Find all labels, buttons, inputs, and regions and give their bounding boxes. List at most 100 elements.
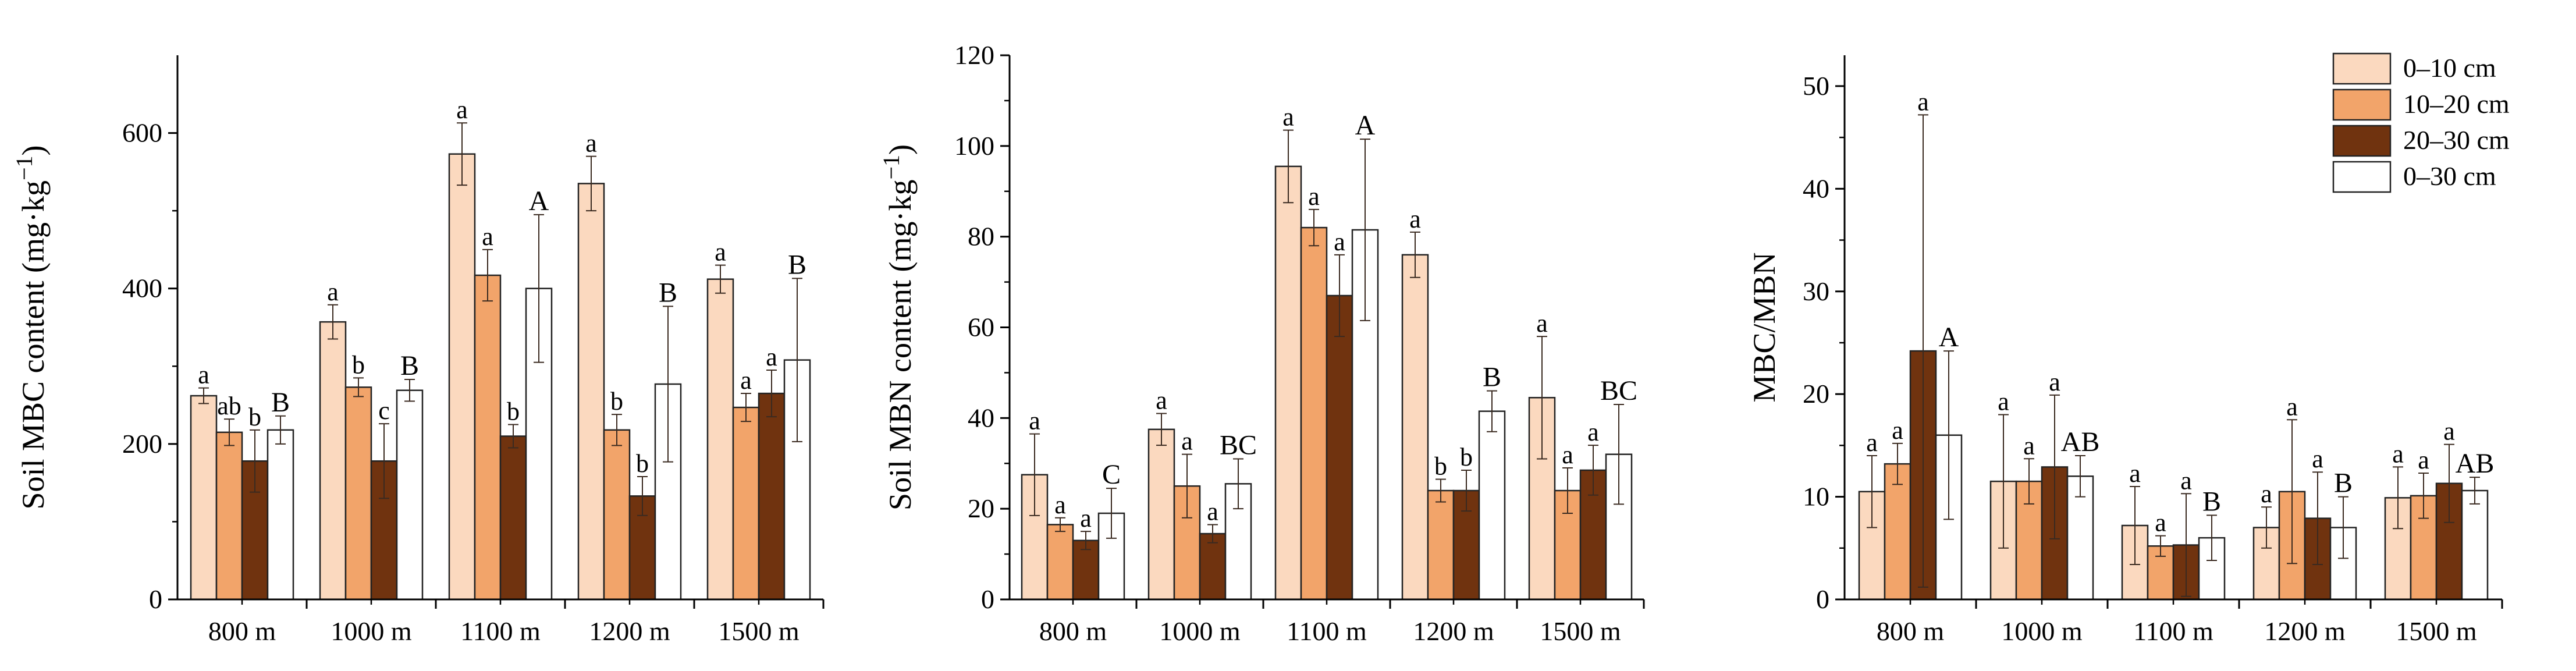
y-tick-label: 200 xyxy=(122,429,162,459)
x-tick-label: 1100 m xyxy=(2133,616,2213,646)
bar xyxy=(1274,165,1302,601)
y-tick-label: 400 xyxy=(122,274,162,303)
x-tick-label: 1200 m xyxy=(2264,616,2346,646)
significance-label: a xyxy=(1917,87,1929,116)
y-tick-label: 20 xyxy=(968,494,994,523)
legend-swatch xyxy=(2332,52,2392,85)
bar xyxy=(190,395,218,601)
y-tick-label: 0 xyxy=(149,584,162,614)
significance-label: C xyxy=(1102,459,1121,490)
bar xyxy=(1224,483,1252,601)
significance-label: a xyxy=(198,361,209,389)
x-tick-label: 1000 m xyxy=(1159,616,1241,646)
y-tick-label: 100 xyxy=(954,131,994,161)
significance-label: a xyxy=(1308,182,1320,211)
bar xyxy=(1300,226,1328,601)
significance-label: a xyxy=(1998,387,2009,416)
bar xyxy=(1858,491,1886,601)
significance-label: b xyxy=(636,449,649,478)
legend-swatch xyxy=(2332,161,2392,193)
x-tick-label: 800 m xyxy=(1039,616,1107,646)
significance-label: a xyxy=(456,95,468,124)
bar xyxy=(344,386,372,601)
y-tick-label: 600 xyxy=(122,118,162,148)
significance-label: AB xyxy=(2061,427,2100,457)
significance-label: a xyxy=(327,278,339,306)
significance-label: a xyxy=(2155,509,2166,537)
significance-label: a xyxy=(1866,428,1878,457)
y-tick-label: 10 xyxy=(1803,482,1829,512)
legend: 0–10 cm 10–20 cm 20–30 cm 0–30 cm xyxy=(2332,52,2510,193)
y-tick-label: 60 xyxy=(968,313,994,342)
legend-label: 0–10 cm xyxy=(2403,53,2496,83)
y-tick-label: 30 xyxy=(1803,276,1829,306)
x-tick-label: 1200 m xyxy=(589,616,670,646)
x-tick-label: 1500 m xyxy=(1540,616,1621,646)
bar xyxy=(474,274,502,601)
x-tick-label: 1500 m xyxy=(2396,616,2477,646)
significance-label: B xyxy=(1483,362,1501,393)
y-axis-title: MBC/MBN xyxy=(1747,252,1782,402)
significance-label: B xyxy=(2202,486,2221,517)
y-tick-label: 20 xyxy=(1803,379,1829,409)
x-tick-label: 1100 m xyxy=(460,616,541,646)
significance-label: b xyxy=(1434,452,1447,481)
bar xyxy=(732,406,760,601)
significance-label: a xyxy=(2129,459,2141,488)
significance-label: B xyxy=(271,387,290,418)
legend-swatch xyxy=(2332,125,2392,157)
y-axis-title: Soil MBC content (mg·kg−1) xyxy=(11,145,51,509)
bar xyxy=(1401,254,1429,601)
significance-label: a xyxy=(2261,480,2272,508)
bar xyxy=(267,429,294,601)
bar xyxy=(448,153,476,601)
legend-label: 20–30 cm xyxy=(2403,125,2510,155)
significance-label: b xyxy=(507,397,520,425)
x-tick-label: 1000 m xyxy=(2001,616,2083,646)
significance-label: a xyxy=(1029,407,1040,435)
x-tick-label: 800 m xyxy=(208,616,276,646)
significance-label: a xyxy=(482,222,493,251)
significance-label: a xyxy=(1181,427,1193,456)
bar xyxy=(603,429,631,601)
y-tick-label: 0 xyxy=(1816,584,1829,614)
significance-label: a xyxy=(1409,205,1421,233)
significance-label: B xyxy=(400,350,419,381)
bar xyxy=(499,435,527,601)
significance-label: BC xyxy=(1220,429,1257,460)
x-tick-label: 800 m xyxy=(1877,616,1945,646)
significance-label: a xyxy=(2180,466,2192,495)
y-tick-label: 0 xyxy=(981,584,994,614)
bar xyxy=(1427,489,1455,601)
significance-label: A xyxy=(1355,110,1376,141)
significance-label: BC xyxy=(1600,375,1637,406)
significance-label: a xyxy=(1080,504,1092,532)
significance-label: a xyxy=(585,129,597,158)
significance-label: a xyxy=(740,366,752,395)
significance-label: B xyxy=(2334,468,2353,499)
significance-label: A xyxy=(1939,322,1959,353)
x-tick-label: 1000 m xyxy=(331,616,412,646)
significance-label: a xyxy=(1207,497,1218,526)
bar xyxy=(1326,294,1353,601)
bar xyxy=(1199,532,1227,601)
significance-label: c xyxy=(378,396,390,425)
significance-label: a xyxy=(2286,392,2298,421)
significance-label: a xyxy=(1587,418,1599,446)
significance-label: a xyxy=(1892,416,1903,445)
significance-label: ab xyxy=(217,392,241,420)
significance-label: a xyxy=(2418,446,2429,474)
x-tick-label: 1200 m xyxy=(1413,616,1494,646)
significance-label: b xyxy=(610,387,623,416)
significance-label: a xyxy=(1282,103,1294,132)
bar xyxy=(706,278,734,601)
significance-label: b xyxy=(352,350,365,379)
bar xyxy=(2461,489,2489,601)
legend-label: 10–20 cm xyxy=(2403,89,2510,119)
bar xyxy=(215,431,243,601)
bar xyxy=(1147,428,1175,601)
legend-label: 0–30 cm xyxy=(2403,161,2496,191)
bar xyxy=(577,183,605,601)
significance-label: a xyxy=(2023,431,2035,460)
